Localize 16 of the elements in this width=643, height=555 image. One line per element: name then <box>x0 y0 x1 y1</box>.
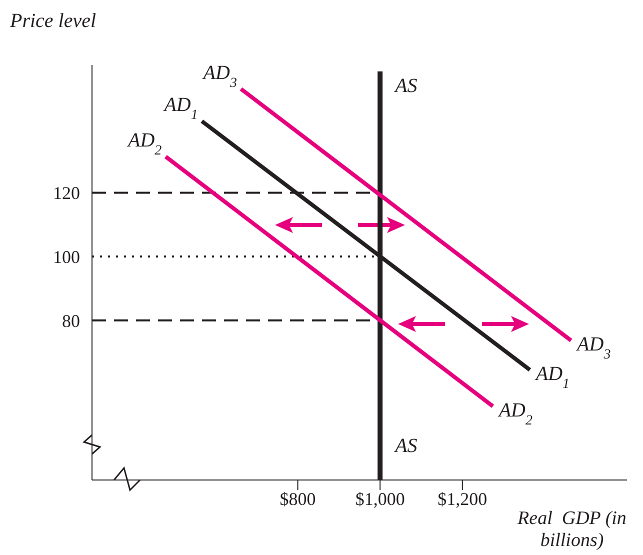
x-tick-label: $800 <box>280 488 316 509</box>
x-tick-label: $1,000 <box>355 488 405 509</box>
y-tick-label: 100 <box>53 246 80 267</box>
x-tick-label: $1,200 <box>438 488 488 509</box>
y-axis-title: Price level <box>10 10 96 33</box>
y-tick-label: 120 <box>53 183 80 204</box>
text: AD$_{2}$ <box>498 399 533 428</box>
y-tick-label: 80 <box>62 310 80 331</box>
series-label: AD$_{2}$ <box>126 130 162 158</box>
text: AS <box>395 435 418 457</box>
series-label: AD$_{3}$ <box>201 62 237 90</box>
text: AD$_{3}$ <box>577 333 611 362</box>
series-label: AD$_{1}$ <box>162 94 198 123</box>
text: AD$_{1}$ <box>536 362 570 392</box>
x-axis-title: Real GDP (in billions) <box>516 508 628 552</box>
ref-line-label: AS <box>393 75 418 97</box>
